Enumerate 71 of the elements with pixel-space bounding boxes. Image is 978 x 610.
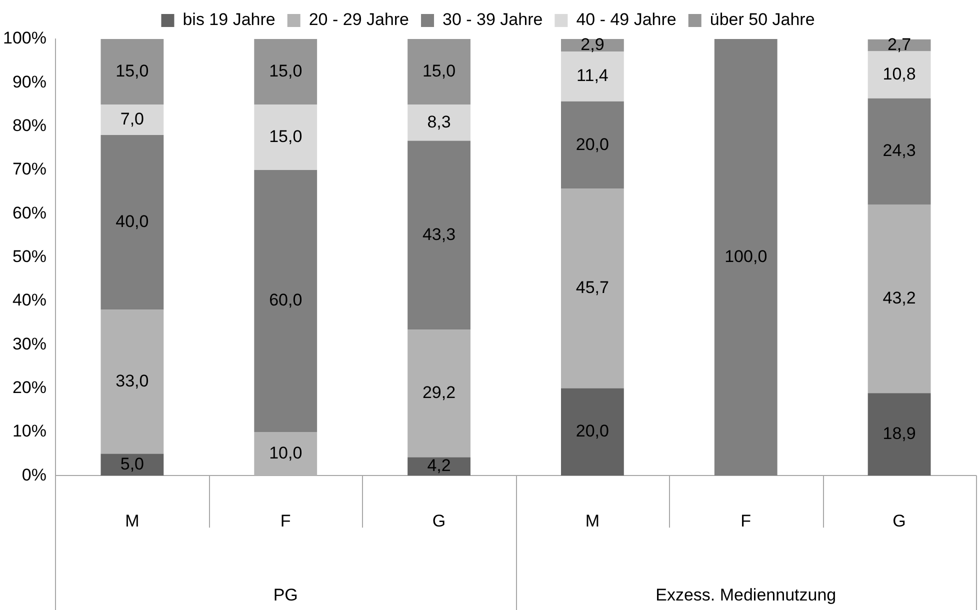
legend-label: bis 19 Jahre <box>182 10 276 30</box>
x-tick-label: G <box>432 511 446 530</box>
y-tick-label: 40% <box>12 290 46 310</box>
text: PG <box>273 586 298 605</box>
bar <box>561 188 624 388</box>
data-label: 45,7 <box>576 278 609 298</box>
data-label: 15,0 <box>269 61 302 80</box>
bar <box>408 104 470 141</box>
bar <box>868 204 931 394</box>
bar <box>408 39 470 104</box>
y-tick-label: 10% <box>12 422 46 441</box>
data-label: 20,0 <box>576 422 609 441</box>
data-label: 18,9 <box>882 424 916 444</box>
bar <box>561 101 624 189</box>
bar <box>868 51 931 98</box>
bar <box>868 98 931 204</box>
data-label: 10,8 <box>882 64 916 84</box>
data-label: 11,4 <box>576 66 608 86</box>
bar <box>254 432 318 476</box>
data-label: 33,0 <box>116 371 149 390</box>
bar <box>254 104 318 170</box>
x-tick-label: F <box>740 511 752 530</box>
x-tick-label: F <box>280 511 291 530</box>
bar <box>561 388 624 476</box>
y-tick-label: 100% <box>2 28 46 48</box>
y-tick-label: 20% <box>12 378 46 397</box>
data-label: 43,2 <box>882 288 916 308</box>
x-tick-label: G <box>892 511 906 530</box>
bar <box>408 330 470 458</box>
data-label: 15,0 <box>422 61 456 80</box>
bar <box>408 140 470 330</box>
data-label: 2,7 <box>887 35 912 54</box>
legend-label: über 50 Jahre <box>710 10 815 30</box>
data-label: 7,0 <box>120 109 144 128</box>
y-tick-label: 70% <box>12 160 46 179</box>
data-label: 20,0 <box>576 134 609 154</box>
bar <box>100 104 164 136</box>
x-tick-label: M <box>585 511 600 530</box>
bar <box>100 39 164 104</box>
bar <box>714 39 778 476</box>
y-tick-label: 50% <box>12 246 46 266</box>
y-tick-label: 60% <box>12 203 46 222</box>
bar <box>254 170 318 432</box>
data-label: 43,3 <box>422 224 456 244</box>
y-tick-label: 30% <box>12 334 46 354</box>
data-label: 4,2 <box>427 456 451 476</box>
legend-label: 20 - 29 Jahre <box>308 10 410 30</box>
bar <box>254 39 318 104</box>
bar <box>868 393 931 476</box>
data-label: 5,0 <box>120 454 144 474</box>
bar <box>100 310 164 454</box>
y-tick-label: 80% <box>12 116 46 136</box>
legend-label: 30 - 39 Jahre <box>442 10 543 30</box>
y-tick-label: 0% <box>22 465 46 484</box>
data-label: 8,3 <box>427 112 451 132</box>
data-label: 15,0 <box>116 61 149 80</box>
y-tick-label: 90% <box>12 72 46 92</box>
data-label: 10,0 <box>269 443 302 462</box>
data-label: 15,0 <box>269 126 302 146</box>
x-tick-label: M <box>125 511 140 530</box>
text: Exzess. Mediennutzung <box>656 586 836 605</box>
data-label: 100,0 <box>724 246 768 266</box>
data-label: 2,9 <box>580 35 604 54</box>
data-label: 60,0 <box>269 290 302 310</box>
data-label: 24,3 <box>882 141 916 160</box>
bar <box>100 454 164 476</box>
data-label: 40,0 <box>116 212 149 232</box>
data-label: 29,2 <box>422 383 456 402</box>
bar <box>100 135 164 310</box>
legend-label: 40 - 49 Jahre <box>576 10 676 30</box>
bar <box>561 52 624 102</box>
